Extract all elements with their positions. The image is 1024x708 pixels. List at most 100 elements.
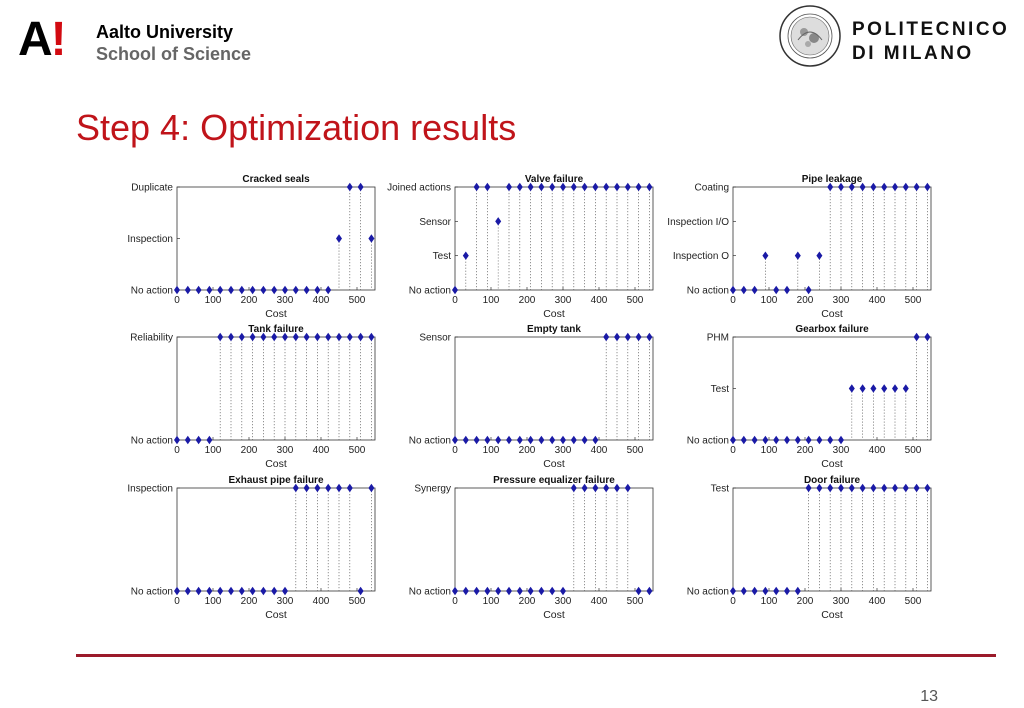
x-tick-label: 400 [313,596,330,607]
data-point [282,285,288,295]
x-tick-label: 500 [905,445,922,456]
data-point [794,435,801,445]
data-point [195,435,202,445]
polimi-line-1: POLITECNICO [852,19,1010,40]
x-axis-label: Cost [543,308,565,320]
data-point [859,182,866,192]
x-tick-label: 500 [627,295,644,306]
data-point [730,586,736,596]
x-tick-label: 100 [761,445,778,456]
data-point [838,435,844,445]
y-tick-label: Sensor [419,333,451,344]
x-tick-label: 100 [205,596,222,607]
data-point [646,586,653,596]
x-tick-label: 200 [519,596,536,607]
data-point [452,285,458,295]
y-tick-label: Inspection I/O [667,217,729,228]
data-point [260,285,267,295]
data-point [292,285,299,295]
data-point [538,182,545,192]
y-tick-label: No action [131,436,173,447]
data-point [773,435,780,445]
data-point [751,435,758,445]
data-point [751,285,758,295]
data-point [538,586,545,596]
data-point [827,182,834,192]
data-point [624,483,631,493]
y-tick-label: No action [409,286,451,297]
polimi-line-2: DI MILANO [852,43,974,64]
data-point [368,234,375,243]
page-number: 13 [920,688,938,705]
data-point [902,182,909,192]
data-point [357,332,364,342]
data-point [495,217,502,226]
chart-panel: 0 100 200 300 400 500 No action Inspection Dupli… [127,174,376,320]
x-tick-label: 100 [205,295,222,306]
plot-frame [176,336,376,441]
data-point [249,285,256,295]
x-tick-label: 300 [833,445,850,456]
data-point [462,435,469,445]
plot-frame [454,336,654,441]
x-tick-label: 400 [869,445,886,456]
data-point [902,483,909,493]
chart-title: Door failure [804,475,861,486]
data-point [452,586,458,596]
x-tick-label: 400 [313,445,330,456]
data-point [336,483,342,493]
data-point [228,285,234,295]
data-point [184,586,191,596]
data-point [282,332,288,342]
data-point [784,285,790,295]
data-point [549,435,556,445]
data-point [581,182,588,192]
data-point [314,285,321,295]
data-point [870,483,877,493]
data-point [506,435,512,445]
data-point [570,483,577,493]
data-point [614,182,620,192]
x-tick-label: 300 [555,295,572,306]
x-tick-label: 500 [627,596,644,607]
plot-frame [176,186,376,291]
data-point [762,586,769,596]
data-point [913,182,920,192]
y-tick-label: No action [687,587,729,598]
data-point [260,586,267,596]
data-point [303,285,310,295]
x-tick-label: 500 [627,445,644,456]
data-point [902,384,909,393]
x-tick-label: 400 [591,445,608,456]
x-tick-label: 0 [452,596,458,607]
data-point [325,285,332,295]
data-point [762,435,769,445]
chart-title: Cracked seals [242,174,310,185]
x-tick-label: 100 [205,445,222,456]
x-tick-label: 0 [730,445,736,456]
data-point [581,435,588,445]
data-point [346,182,353,192]
data-point [249,586,256,596]
polimi-seal-icon [779,5,841,67]
aalto-logo: A! Aalto University School of Science [18,16,288,68]
chart-panel: 0 100 200 300 400 500 No action Test Door failur… [687,475,932,621]
x-tick-label: 200 [241,596,258,607]
x-axis-label: Cost [265,609,287,621]
x-axis-label: Cost [821,609,843,621]
data-point [495,586,502,596]
data-point [913,332,920,342]
x-tick-label: 0 [452,445,458,456]
data-point [924,483,931,493]
data-point [570,435,577,445]
data-point [368,483,375,493]
data-point [762,251,769,260]
data-point [784,435,790,445]
chart-title: Pressure equalizer failure [493,475,615,486]
x-tick-label: 300 [555,596,572,607]
data-point [516,435,523,445]
x-tick-label: 400 [869,596,886,607]
x-tick-label: 100 [483,596,500,607]
x-tick-label: 500 [905,295,922,306]
data-point [838,182,844,192]
